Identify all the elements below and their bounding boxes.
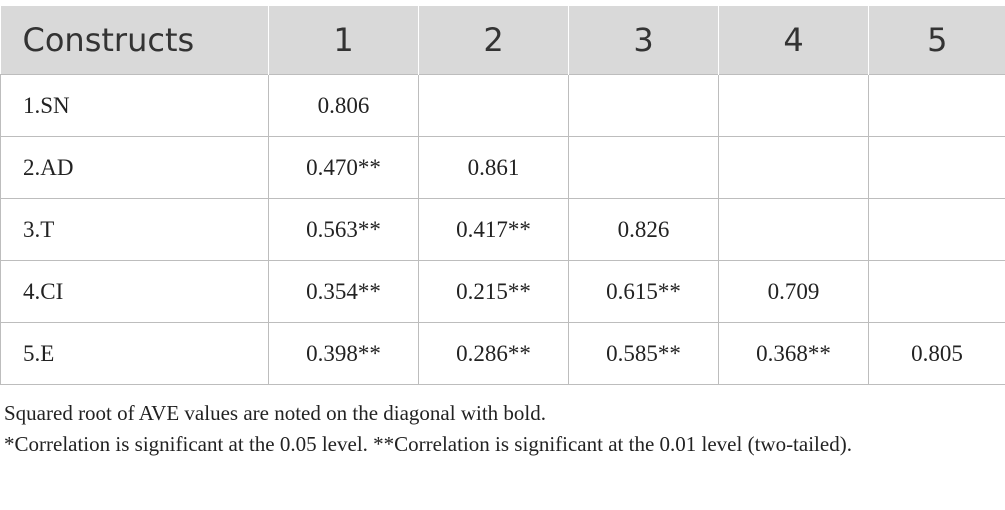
table-cell: [568, 136, 719, 199]
table-cell: 0.861: [418, 136, 569, 199]
table-row: 3.T 0.563** 0.417** 0.826: [0, 198, 1005, 261]
table-cell: 0.826: [568, 198, 719, 261]
header-cell: 4: [718, 6, 869, 75]
table-cell: 0.615**: [568, 260, 719, 323]
table-cell: 0.563**: [268, 198, 419, 261]
table-cell: [868, 136, 1005, 199]
table-cell: 0.585**: [568, 322, 719, 385]
table-cell: [868, 260, 1005, 323]
table-cell: 0.215**: [418, 260, 569, 323]
table-cell: 0.806: [268, 74, 419, 137]
header-cell: Constructs: [0, 6, 269, 75]
note: Squared root of AVE values are noted on …: [4, 401, 547, 425]
table-cell: [868, 74, 1005, 137]
table-cell: 3.T: [0, 198, 269, 261]
table-body: 1.SN 0.806 2.AD 0.470** 0.861 3.T 0.563** 0.417…: [0, 74, 1005, 385]
header-cell: 3: [568, 6, 719, 75]
header-cell: 5: [868, 6, 1005, 75]
table-cell: 4.CI: [0, 260, 269, 323]
notes: Squared root of AVE values are noted on …: [4, 398, 964, 460]
table-cell: [568, 74, 719, 137]
table-cell: 0.709: [718, 260, 869, 323]
header-cell: 2: [418, 6, 569, 75]
table-cell: 0.354**: [268, 260, 419, 323]
table-cell: 5.E: [0, 322, 269, 385]
table-cell: [868, 198, 1005, 261]
table-cell: 1.SN: [0, 74, 269, 137]
table-row: 2.AD 0.470** 0.861: [0, 136, 1005, 199]
table-cell: 0.398**: [268, 322, 419, 385]
table-cell: 0.470**: [268, 136, 419, 199]
table-cell: [718, 74, 869, 137]
table-cell: 2.AD: [0, 136, 269, 199]
header-row: Constructs 1 2 3 4 5: [0, 6, 1005, 75]
table-cell: 0.805: [868, 322, 1005, 385]
table-row: 5.E 0.398** 0.286** 0.585** 0.368** 0.805: [0, 322, 1005, 385]
correlation-table: Constructs 1 2 3 4 5 1.SN 0.806 2.AD 0.470** 0.86…: [0, 6, 1005, 385]
header-cell: 1: [268, 6, 419, 75]
table-cell: [418, 74, 569, 137]
table-cell: [718, 136, 869, 199]
table-cell: 0.368**: [718, 322, 869, 385]
note: *Correlation is significant at the 0.05 …: [4, 432, 852, 456]
table-row: 4.CI 0.354** 0.215** 0.615** 0.709: [0, 260, 1005, 323]
table-cell: 0.286**: [418, 322, 569, 385]
table-cell: [718, 198, 869, 261]
table-row: 1.SN 0.806: [0, 74, 1005, 137]
table-cell: 0.417**: [418, 198, 569, 261]
